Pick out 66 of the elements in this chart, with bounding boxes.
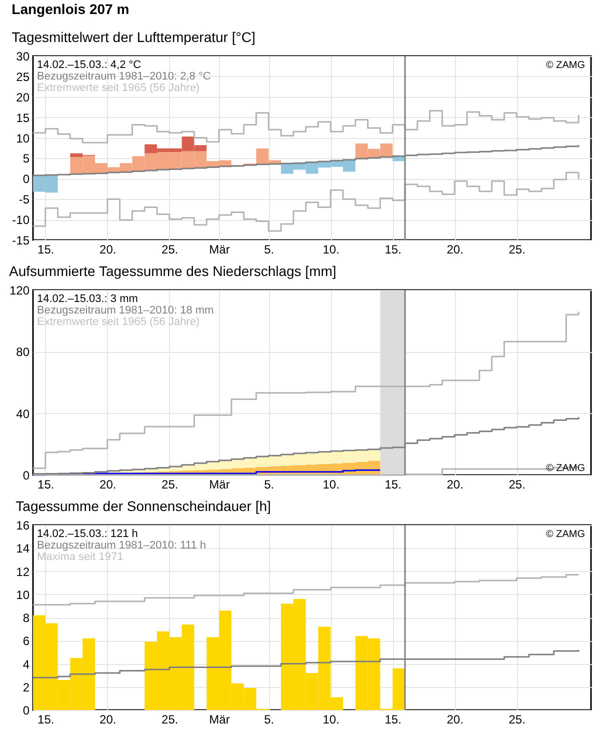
y-tick-label: 30 — [16, 50, 30, 64]
y-tick-label: 4 — [22, 657, 30, 672]
y-tick-label: 25 — [16, 70, 30, 84]
annotation: 14.02.–15.03.: 3 mm — [37, 293, 138, 305]
y-tick-label: -5 — [18, 192, 30, 207]
y-tick-label: 10 — [16, 588, 30, 602]
x-tick-label: 20. — [446, 712, 464, 726]
y-tick-label: 120 — [9, 284, 30, 298]
chart-title: Langenlois 207 m — [12, 1, 130, 17]
x-tick-label: 15. — [384, 712, 402, 726]
x-tick-label: 20. — [100, 478, 116, 492]
x-tick-label: Mär — [209, 242, 230, 256]
x-tick-label: 10. — [322, 712, 340, 726]
annotation: © ZAMG — [546, 463, 586, 474]
y-tick-label: 12 — [16, 564, 30, 579]
y-tick-label: 0 — [22, 704, 30, 718]
annotation: Bezugszeitraum 1981–2010: 111 h — [37, 540, 206, 552]
y-tick-label: -15 — [12, 234, 30, 248]
annotation: 14.02.–15.03.: 4,2 °C — [37, 59, 142, 71]
x-tick-label: Mär — [209, 478, 230, 492]
y-tick-label: 15 — [16, 110, 30, 125]
y-tick-label: 8 — [22, 611, 30, 625]
x-tick-label: 20. — [100, 242, 116, 256]
x-tick-label: 15. — [38, 242, 54, 256]
annotation: Extremwerte seit 1965 (56 Jahre) — [37, 82, 200, 94]
x-tick-label: 25. — [508, 478, 526, 492]
y-tick-label: 80 — [16, 345, 30, 360]
chart-subtitle: Tagesmittelwert der Lufttemperatur [°C] — [12, 29, 256, 45]
y-tick-label: 20 — [16, 90, 30, 104]
x-tick-label: 5. — [264, 712, 274, 726]
annotation: Bezugszeitraum 1981–2010: 18 mm — [37, 304, 214, 316]
x-tick-label: 25. — [162, 712, 178, 726]
y-tick-label: 0 — [22, 468, 30, 482]
y-tick-label: 2 — [22, 680, 30, 694]
x-tick-label: 20. — [446, 242, 464, 256]
x-tick-label: 25. — [508, 712, 526, 726]
x-tick-label: 15. — [38, 712, 54, 726]
y-tick-label: 10 — [16, 131, 30, 146]
x-tick-label: 25. — [162, 478, 178, 492]
x-tick-label: 20. — [100, 712, 116, 726]
y-tick-label: -10 — [12, 213, 30, 228]
x-tick-label: 10. — [322, 478, 340, 492]
chart-title: Tagessumme der Sonnenscheindauer [h] — [16, 498, 271, 514]
annotation: 14.02.–15.03.: 121 h — [37, 528, 138, 540]
x-tick-label: Mär — [209, 712, 230, 726]
annotation: Bezugszeitraum 1981–2010: 2,8 °C — [37, 70, 211, 82]
annotation: Maxima seit 1971 — [37, 551, 124, 563]
x-tick-label: 15. — [384, 478, 402, 492]
y-tick-label: 5 — [22, 152, 30, 166]
x-tick-label: 15. — [384, 242, 402, 256]
y-tick-label: 16 — [16, 518, 30, 532]
x-tick-label: 15. — [38, 478, 54, 492]
x-tick-label: 10. — [322, 242, 340, 256]
x-tick-label: 25. — [162, 242, 178, 256]
y-tick-label: 6 — [22, 634, 30, 648]
annotation: Extremwerte seit 1965 (56 Jahre) — [37, 316, 200, 328]
annotation: © ZAMG — [546, 529, 586, 540]
x-tick-label: 5. — [264, 242, 274, 256]
y-tick-label: 0 — [22, 172, 30, 186]
x-tick-label: 5. — [264, 478, 274, 492]
annotation: © ZAMG — [546, 60, 586, 71]
chart-title: Aufsummierte Tagessumme des Niederschlags [mm] — [8, 263, 336, 279]
x-tick-label: 25. — [508, 242, 526, 256]
y-tick-label: 14 — [16, 542, 30, 556]
x-tick-label: 20. — [446, 478, 464, 492]
y-tick-label: 40 — [16, 406, 30, 421]
